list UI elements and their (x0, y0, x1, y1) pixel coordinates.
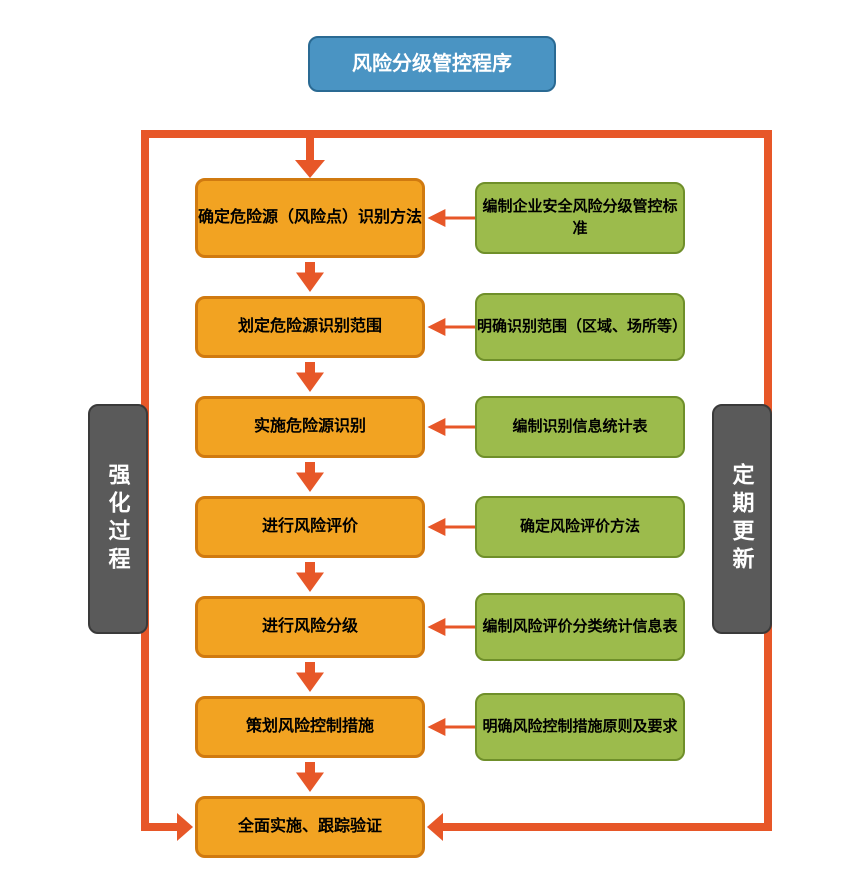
note-p5: 编制风险评价分类统计信息表 (475, 593, 685, 661)
note-p6: 明确风险控制措施原则及要求 (475, 693, 685, 761)
note-p3: 编制识别信息统计表 (475, 396, 685, 458)
right-side-label: 定期更新 (712, 404, 772, 634)
process-p3: 实施危险源识别 (195, 396, 425, 458)
process-p2: 划定危险源识别范围 (195, 296, 425, 358)
process-p6: 策划风险控制措施 (195, 696, 425, 758)
process-p5: 进行风险分级 (195, 596, 425, 658)
note-p2: 明确识别范围（区域、场所等） (475, 293, 685, 361)
note-p4: 确定风险评价方法 (475, 496, 685, 558)
process-p1: 确定危险源（风险点）识别方法 (195, 178, 425, 258)
note-p1: 编制企业安全风险分级管控标准 (475, 182, 685, 254)
title-box: 风险分级管控程序 (308, 36, 556, 92)
process-p7: 全面实施、跟踪验证 (195, 796, 425, 858)
left-side-label: 强化过程 (88, 404, 148, 634)
process-p4: 进行风险评价 (195, 496, 425, 558)
flowchart-stage: 风险分级管控程序确定危险源（风险点）识别方法划定危险源识别范围实施危险源识别进行… (0, 0, 865, 878)
